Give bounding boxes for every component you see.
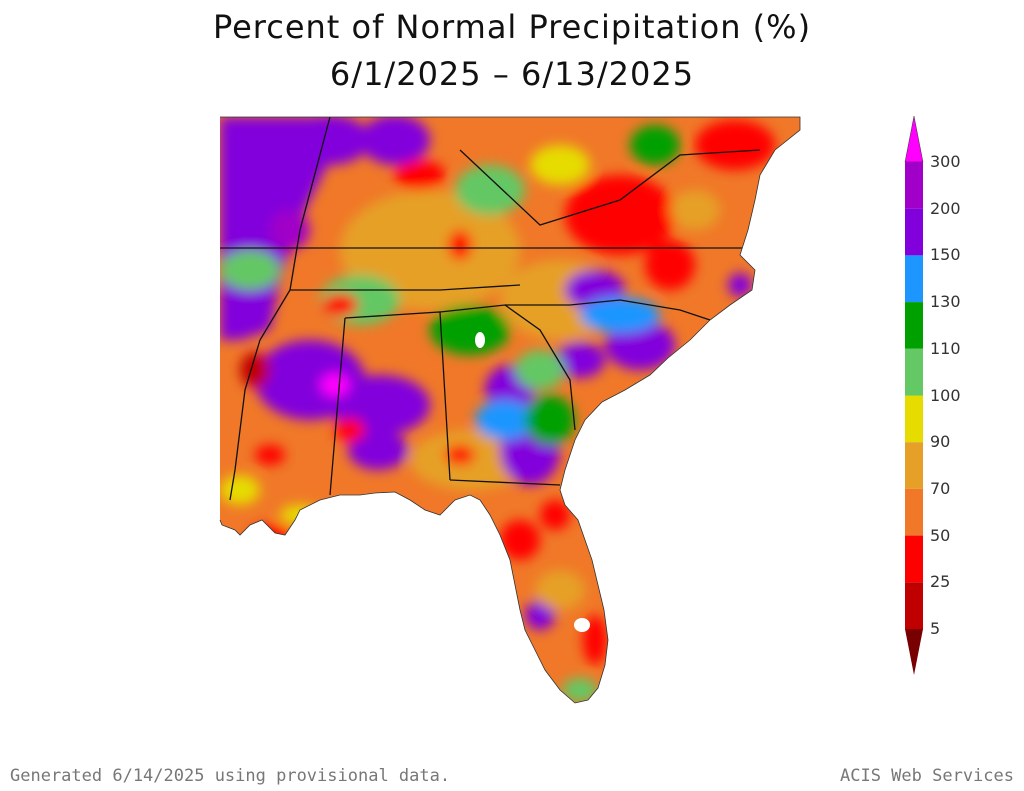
legend-swatch	[905, 582, 923, 629]
generated-note: Generated 6/14/2025 using provisional da…	[10, 766, 451, 786]
legend-swatch	[905, 162, 923, 209]
legend-swatch	[905, 255, 923, 303]
legend-bottom-arrow	[905, 629, 923, 675]
legend-label: 200	[930, 198, 961, 218]
legend-label: 150	[930, 245, 961, 265]
map-title: Percent of Normal Precipitation (%)	[212, 8, 812, 46]
legend-label: 130	[930, 292, 961, 312]
map-date-range: 6/1/2025 – 6/13/2025	[329, 55, 695, 93]
legend-swatch	[905, 488, 923, 536]
state-boundaries	[220, 117, 761, 501]
legend-label: 50	[930, 525, 951, 545]
source-credit: ACIS Web Services	[840, 766, 1014, 786]
legend-label: 100	[930, 385, 961, 405]
legend-label: 300	[930, 152, 961, 171]
legend-label: 70	[930, 478, 951, 498]
legend-swatch	[905, 535, 923, 583]
legend-label: 5	[930, 619, 941, 638]
coastline-outline	[219, 116, 801, 704]
legend-swatch	[905, 395, 923, 443]
legend-colorbar	[904, 115, 924, 675]
legend-swatch	[905, 348, 923, 396]
legend-label: 25	[930, 572, 951, 592]
legend-swatch	[905, 442, 923, 489]
legend-swatch	[905, 302, 923, 349]
precip-field	[220, 117, 800, 703]
legend-top-arrow	[904, 115, 924, 163]
legend-label: 110	[930, 338, 961, 358]
legend-label: 90	[930, 432, 951, 452]
legend-swatch	[905, 208, 923, 256]
